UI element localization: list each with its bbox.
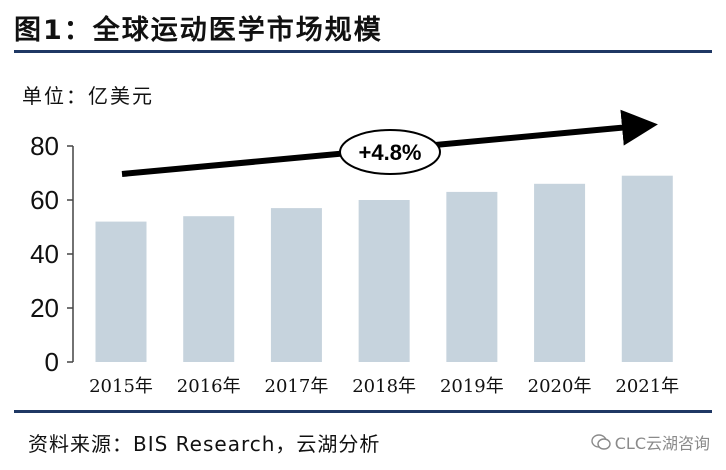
x-tick-label: 2019年 [440, 376, 504, 397]
unit-label: 单位：亿美元 [22, 84, 154, 108]
y-tick-label: 20 [30, 293, 59, 323]
footer-divider [14, 410, 712, 413]
source-note: 资料来源：BIS Research，云湖分析 [28, 432, 381, 456]
y-axis: 0 20 40 60 80 [30, 131, 74, 377]
wechat-icon [591, 434, 611, 450]
watermark: CLC云湖咨询 [591, 430, 710, 454]
bar [621, 175, 673, 362]
y-tick-label: 40 [30, 239, 59, 269]
bar [358, 200, 410, 362]
x-tick-label: 2021年 [615, 376, 679, 397]
growth-rate-label: +4.8% [359, 140, 422, 165]
bar [95, 221, 147, 362]
x-tick-label: 2018年 [352, 376, 416, 397]
bar [183, 216, 235, 362]
x-tick-label: 2016年 [177, 376, 241, 397]
watermark-text: CLC云湖咨询 [614, 434, 710, 453]
x-axis: 2015年 2016年 2017年 2018年 2019年 2020年 2021年 [89, 376, 679, 397]
title-divider [14, 50, 712, 53]
y-tick-label: 60 [30, 185, 59, 215]
growth-rate-badge [339, 129, 441, 175]
y-tick-label: 0 [45, 347, 59, 377]
figure-title: 图1：全球运动医学市场规模 [14, 15, 383, 46]
y-tick-label: 80 [30, 131, 59, 161]
x-tick-label: 2017年 [265, 376, 329, 397]
bars [95, 175, 673, 362]
x-tick-label: 2015年 [89, 376, 153, 397]
x-tick-label: 2020年 [528, 376, 592, 397]
bar [534, 183, 586, 362]
bar [270, 208, 322, 362]
bar [446, 191, 498, 362]
